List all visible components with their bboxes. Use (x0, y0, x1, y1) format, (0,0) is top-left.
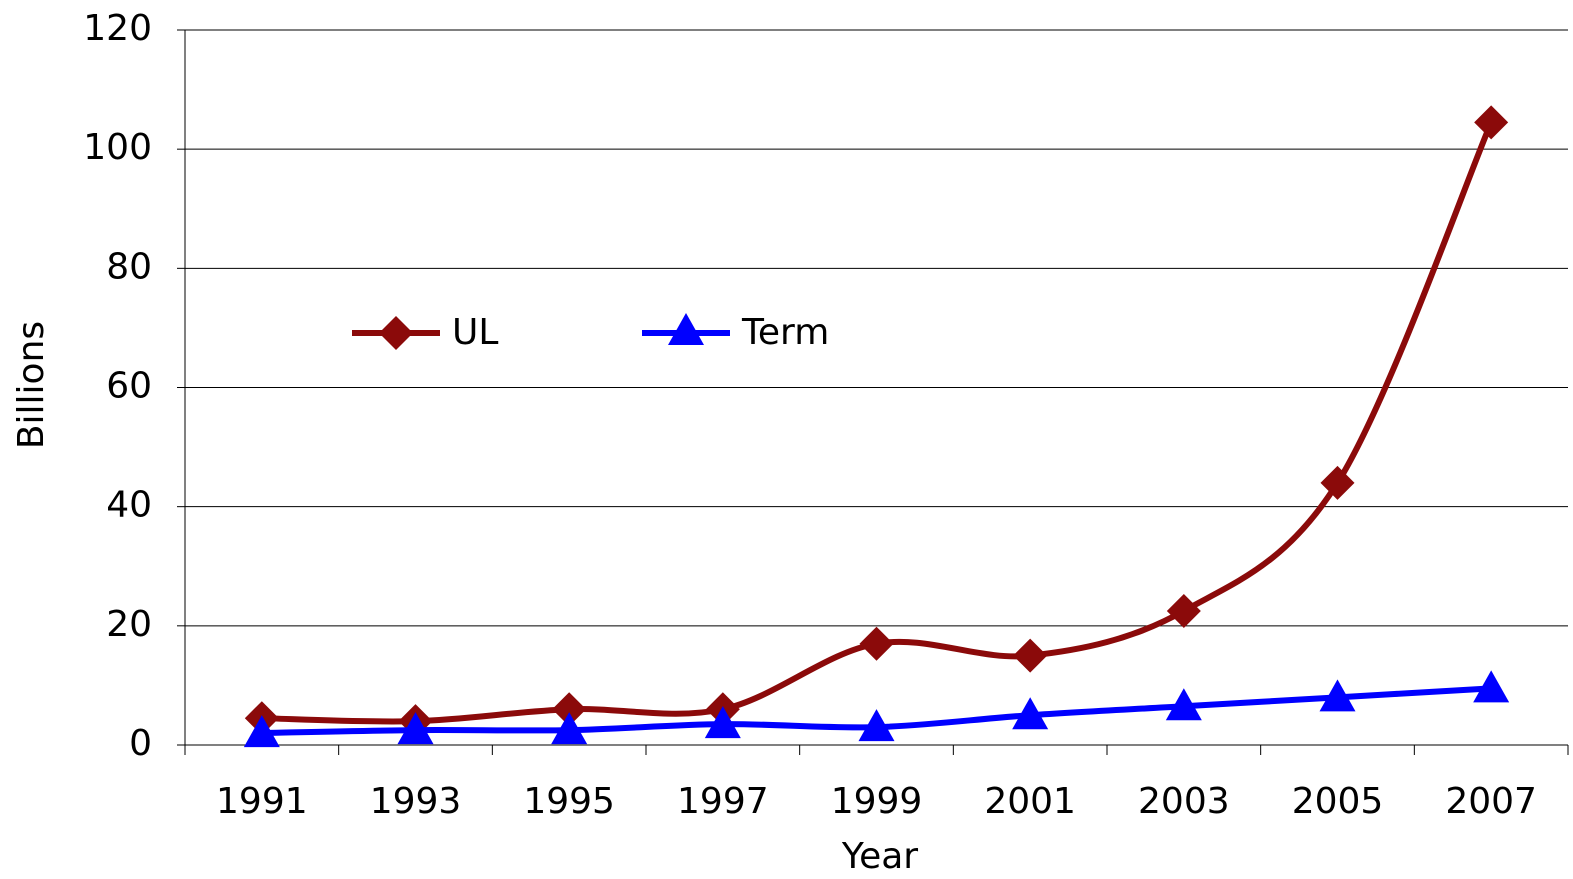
triangle-marker (1165, 688, 1202, 721)
diamond-marker (1166, 593, 1201, 628)
x-tick-label: 1999 (831, 781, 923, 822)
y-axis-label: Billions (11, 321, 52, 449)
y-tick-label: 100 (83, 127, 152, 168)
x-tick-label: 1991 (216, 781, 308, 822)
diamond-marker (552, 692, 587, 727)
triangle-marker (1319, 679, 1356, 712)
x-tick-label: 2001 (984, 781, 1076, 822)
y-tick-label: 60 (106, 366, 152, 407)
x-tick-label: 1997 (677, 781, 769, 822)
x-tick-label: 2005 (1292, 781, 1384, 822)
triangle-marker (551, 712, 588, 745)
triangle-marker (858, 709, 895, 742)
y-tick-label: 120 (83, 8, 152, 49)
y-tick-label: 0 (129, 723, 152, 764)
x-tick-label: 1995 (523, 781, 615, 822)
triangle-marker (668, 313, 704, 345)
triangle-marker (704, 706, 741, 739)
legend-label: UL (452, 312, 498, 353)
diamond-marker (1474, 105, 1509, 140)
y-tick-label: 80 (106, 246, 152, 287)
diamond-marker (379, 316, 413, 350)
diamond-marker (1013, 638, 1048, 673)
triangle-marker (1473, 670, 1510, 703)
x-axis-label: Year (841, 836, 918, 877)
y-tick-label: 40 (106, 485, 152, 526)
legend-label: Term (741, 312, 829, 353)
diamond-marker (859, 626, 894, 661)
triangle-marker (397, 712, 434, 745)
x-tick-label: 2003 (1138, 781, 1230, 822)
y-tick-label: 20 (106, 604, 152, 645)
triangle-marker (1012, 697, 1049, 730)
triangle-marker (243, 715, 280, 748)
x-tick-label: 1993 (370, 781, 462, 822)
diamond-marker (1320, 465, 1355, 500)
x-tick-label: 2007 (1445, 781, 1537, 822)
